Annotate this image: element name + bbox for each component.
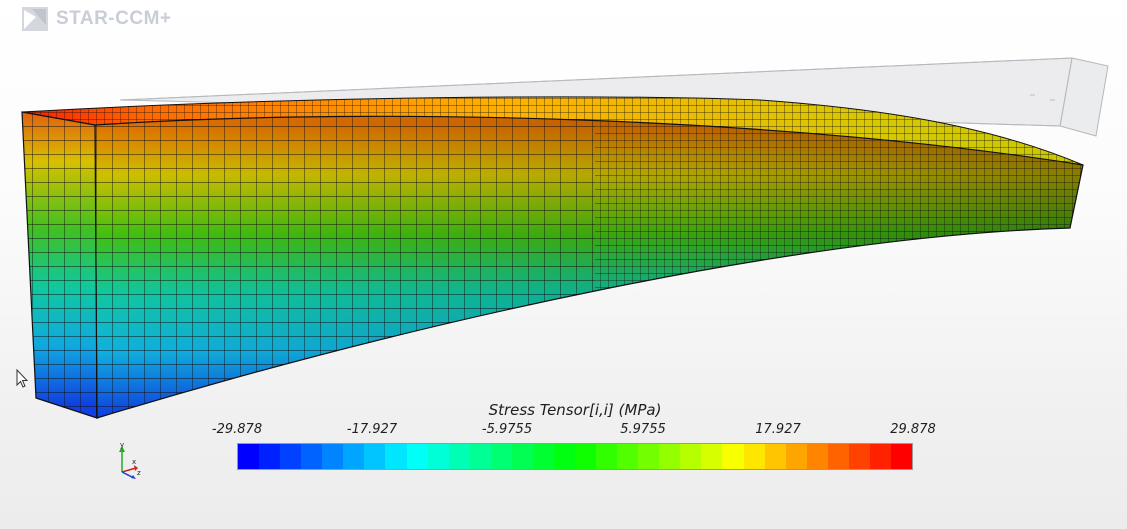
legend-tick-label: -17.927 <box>346 422 398 437</box>
colorbar-band <box>427 444 449 469</box>
deformed-beam-mesh[interactable] <box>21 96 1085 420</box>
triad-x-label: x <box>132 458 136 466</box>
axis-triad-icon: y x z <box>119 442 141 479</box>
colorbar-band <box>848 444 870 469</box>
star-ccm-logo-icon <box>22 7 48 31</box>
colorbar-band <box>343 444 365 469</box>
colorbar-band <box>617 444 639 469</box>
colorbar-band <box>743 444 765 469</box>
colorbar-band <box>596 444 618 469</box>
colorbar-band <box>511 444 533 469</box>
colorbar-band <box>575 444 597 469</box>
legend-title: Stress Tensor[i,i] (MPa) <box>488 401 662 419</box>
colorbar-band <box>448 444 470 469</box>
colorbar-band <box>806 444 828 469</box>
app-logo: STAR-CCM+ <box>20 4 172 34</box>
legend-tick-label: -29.878 <box>211 422 263 437</box>
colorbar-band <box>406 444 428 469</box>
colorbar-band <box>638 444 660 469</box>
legend-tick-label: 29.878 <box>890 422 936 437</box>
colorbar-band <box>280 444 302 469</box>
colorbar-band <box>490 444 512 469</box>
legend-tick-label: 5.9755 <box>620 422 666 437</box>
colorbar-band <box>385 444 407 469</box>
colorbar-band <box>785 444 807 469</box>
colorbar-band <box>890 444 912 469</box>
colorbar-band <box>532 444 554 469</box>
colorbar-band <box>764 444 786 469</box>
colorbar-band <box>680 444 702 469</box>
mouse-pointer-icon <box>16 369 29 388</box>
colorbar-band <box>238 444 260 469</box>
colorbar-band <box>869 444 891 469</box>
colorbar-band <box>701 444 723 469</box>
colorbar-band <box>322 444 344 469</box>
colorbar-band <box>722 444 744 469</box>
app-logo-text: STAR-CCM+ <box>56 8 172 29</box>
triad-y-label: y <box>120 442 124 449</box>
legend-tick-label: -5.9755 <box>481 422 533 437</box>
triad-z-label: z <box>137 469 141 477</box>
colorbar-band <box>553 444 575 469</box>
colorbar-band <box>827 444 849 469</box>
legend-colorbar[interactable] <box>237 443 913 470</box>
legend-tick-label: 17.927 <box>755 422 801 437</box>
colorbar-band <box>301 444 323 469</box>
colorbar-band <box>469 444 491 469</box>
colorbar-band <box>364 444 386 469</box>
colorbar-band <box>259 444 281 469</box>
colorbar-band <box>659 444 681 469</box>
